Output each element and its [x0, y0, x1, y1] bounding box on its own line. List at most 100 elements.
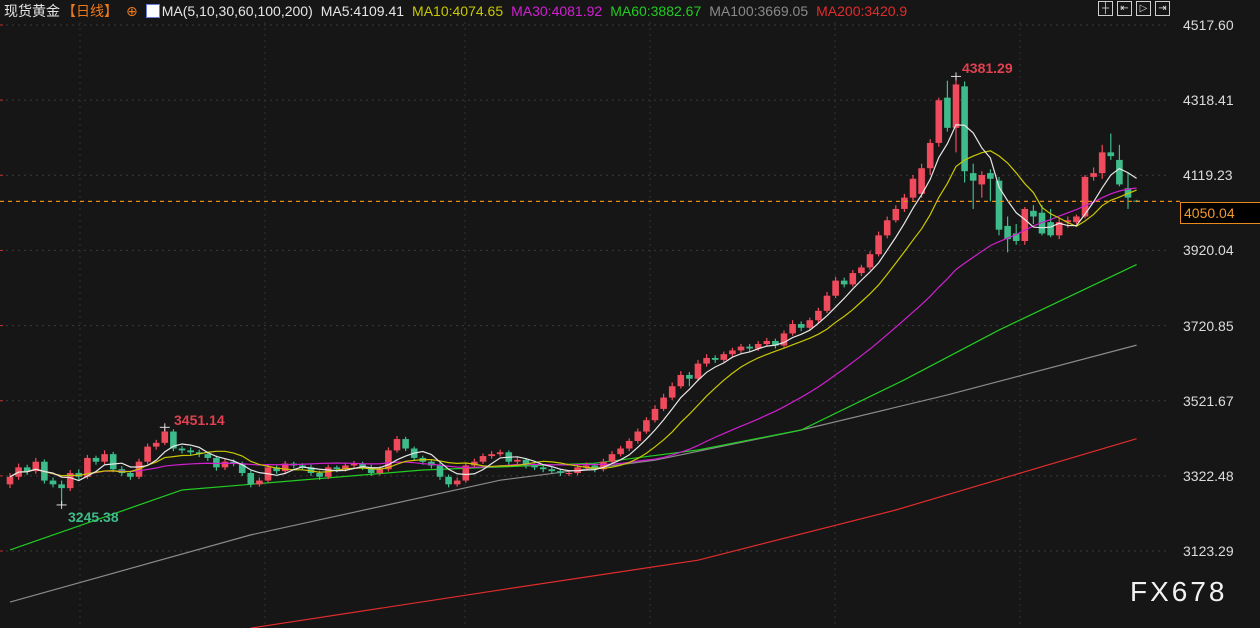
candle-body — [367, 467, 375, 474]
ma-value-1: MA10:4074.65 — [412, 3, 504, 19]
candle-body — [49, 480, 57, 485]
candle-body — [969, 173, 977, 181]
candle-body — [281, 463, 289, 472]
candle-body — [677, 374, 685, 387]
candle-body — [479, 456, 487, 462]
candle-body — [144, 446, 151, 462]
candle-body — [935, 100, 943, 143]
candle-body — [75, 473, 83, 477]
candle-body — [797, 324, 805, 328]
candle-body — [84, 457, 91, 477]
ma-value-2: MA30:4081.92 — [511, 3, 603, 19]
ma100-line — [9, 344, 1137, 603]
ma200-line — [250, 438, 1137, 628]
candle-body — [23, 467, 31, 472]
candle-body — [522, 459, 530, 466]
ma60-line — [9, 263, 1137, 551]
candle-body — [170, 431, 177, 449]
candle-body — [686, 374, 693, 379]
candle-body — [488, 454, 495, 457]
candle-body — [858, 267, 865, 274]
candle-body — [548, 469, 556, 472]
y-tick-label: 3521.67 — [1183, 392, 1234, 409]
candle-body — [875, 235, 882, 255]
candle-body — [1030, 210, 1037, 217]
y-tick-label: 4119.23 — [1183, 167, 1233, 184]
candle-body — [832, 280, 839, 296]
candle-body — [909, 178, 917, 198]
globe-icon[interactable]: ⊕ — [126, 3, 138, 19]
candle-body — [565, 473, 573, 475]
candle-body — [462, 465, 470, 481]
candle-body — [428, 461, 435, 466]
candle-body — [978, 174, 986, 185]
candle-body — [273, 467, 280, 472]
candle-body — [651, 408, 659, 421]
candle-body — [608, 454, 616, 462]
candle-body — [591, 465, 599, 470]
ma-settings-label[interactable]: MA(5,10,30,60,100,200) — [161, 3, 313, 19]
candle-body — [600, 461, 607, 470]
candle-body — [1081, 176, 1089, 217]
candle-body — [987, 173, 994, 179]
candle-body — [32, 461, 40, 472]
candle-body — [1004, 225, 1011, 240]
candle-body — [393, 439, 401, 451]
ma-value-3: MA60:3882.67 — [610, 3, 702, 19]
candle-body — [660, 397, 667, 409]
candle-body — [161, 431, 169, 443]
candle-body — [256, 480, 263, 485]
candle-body — [1116, 159, 1123, 185]
candle-body — [995, 180, 1003, 230]
candle-body — [152, 442, 160, 447]
candle-body — [1055, 222, 1063, 236]
candle-body — [92, 457, 100, 462]
candle-body — [694, 363, 702, 379]
low-annotation: 3245.38 — [68, 509, 119, 525]
candle-body — [109, 454, 117, 470]
candle-body — [1064, 220, 1072, 223]
candle-body — [307, 467, 315, 474]
candle-body — [1107, 152, 1115, 157]
ma-indicator-icon[interactable] — [145, 4, 160, 18]
candle-body — [823, 295, 831, 311]
candle-body — [1098, 152, 1106, 174]
jump-start-icon[interactable]: ⇤ — [1117, 1, 1132, 16]
step-back-icon[interactable]: ▷ — [1136, 1, 1151, 16]
candle-body — [539, 467, 547, 470]
candle-body — [514, 459, 521, 462]
y-tick-label: 4318.41 — [1183, 92, 1234, 109]
ma-value-0: MA5:4109.41 — [320, 3, 405, 19]
candle-body — [849, 273, 857, 285]
watermark: FX678 — [1130, 576, 1228, 607]
candle-body — [789, 324, 796, 334]
candle-body — [754, 344, 762, 349]
candle-body — [643, 420, 650, 432]
candle-body — [436, 465, 444, 477]
candle-body — [221, 461, 229, 468]
candle-body — [772, 340, 779, 346]
candle-body — [780, 333, 788, 346]
candle-body — [101, 454, 108, 462]
y-tick-label: 3720.85 — [1183, 317, 1234, 334]
ma-values: MA5:4109.41 MA10:4074.65 MA30:4081.92 MA60:… — [321, 3, 915, 19]
candle-body — [806, 320, 814, 328]
candle-body — [729, 350, 736, 355]
period-selector[interactable]: 【日线】 — [62, 3, 118, 19]
candle-body — [316, 473, 323, 477]
instrument-title[interactable]: 现货黄金 — [4, 3, 60, 19]
candle-body — [127, 473, 134, 477]
candle-body — [720, 354, 728, 360]
ma-value-4: MA100:3669.05 — [709, 3, 809, 19]
candle-body — [557, 471, 564, 474]
crosshair-icon[interactable]: ┼ — [1098, 1, 1113, 16]
chart-header: 现货黄金 【日线】 ⊕ MA(5,10,30,60,100,200) MA5:4109.… — [4, 0, 923, 22]
candle-body — [634, 431, 642, 441]
current-price-label: 4050.04 — [1180, 202, 1260, 224]
ma-value-5: MA200:3420.9 — [816, 3, 908, 19]
jump-end-icon[interactable]: ⇥ — [1155, 1, 1170, 16]
y-tick-label: 3920.04 — [1183, 242, 1234, 259]
candle-body — [6, 476, 14, 485]
candle-body — [617, 448, 624, 455]
